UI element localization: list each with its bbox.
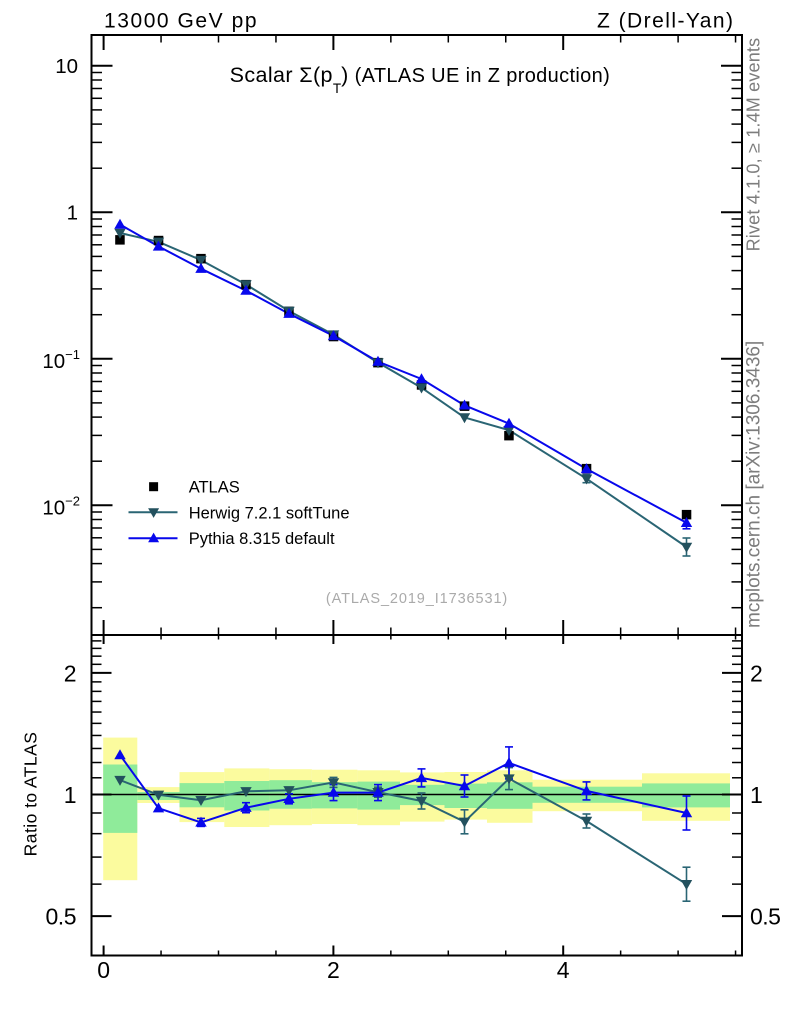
svg-text:Herwig 7.2.1 softTune: Herwig 7.2.1 softTune [189, 504, 350, 522]
svg-text:1: 1 [750, 782, 762, 808]
svg-text:10: 10 [55, 55, 78, 78]
svg-text:Rivet 4.1.0, ≥ 1.4M events: Rivet 4.1.0, ≥ 1.4M events [744, 38, 764, 252]
svg-text:Ratio to ATLAS: Ratio to ATLAS [21, 732, 41, 857]
svg-text:0: 0 [97, 957, 110, 983]
svg-text:10−2: 10−2 [42, 493, 80, 519]
svg-text:4: 4 [557, 957, 570, 983]
svg-text:0.5: 0.5 [750, 904, 780, 930]
svg-text:mcplots.cern.ch [arXiv:1306.34: mcplots.cern.ch [arXiv:1306.3436] [744, 341, 765, 628]
svg-text:(ATLAS_2019_I1736531): (ATLAS_2019_I1736531) [326, 591, 508, 607]
svg-text:1: 1 [67, 202, 78, 225]
svg-text:13000 GeV pp: 13000 GeV pp [104, 10, 258, 33]
svg-text:2: 2 [327, 957, 340, 983]
svg-text:0.5: 0.5 [46, 904, 76, 930]
svg-text:1: 1 [64, 782, 76, 808]
svg-text:2: 2 [750, 660, 762, 686]
svg-text:Z (Drell-Yan): Z (Drell-Yan) [597, 10, 734, 33]
svg-text:10−1: 10−1 [42, 347, 80, 373]
svg-text:2: 2 [64, 660, 76, 686]
svg-text:Pythia 8.315 default: Pythia 8.315 default [189, 530, 335, 548]
svg-text:ATLAS: ATLAS [189, 479, 240, 497]
